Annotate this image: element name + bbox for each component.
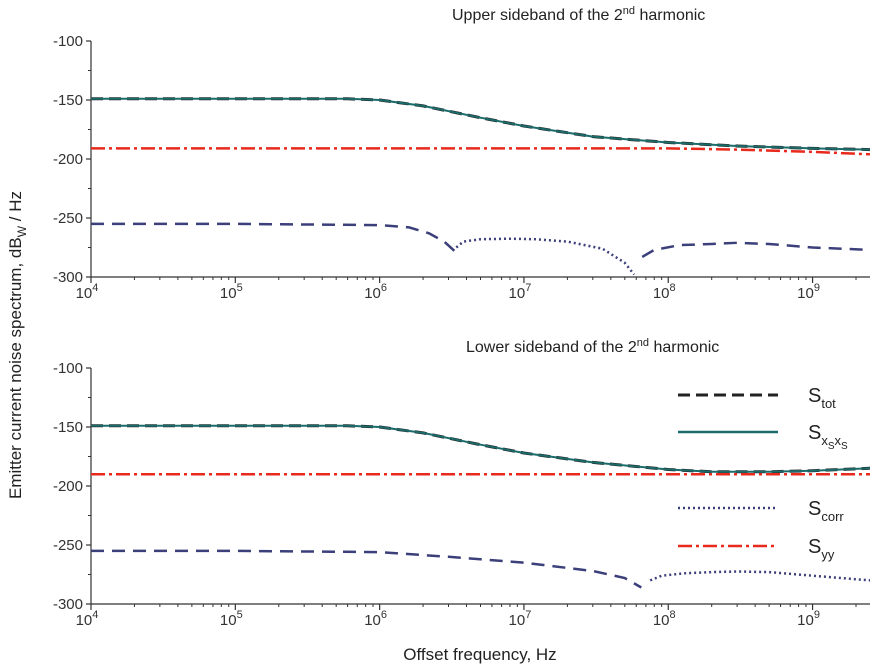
y-tick-label: -100: [53, 360, 83, 377]
x-tick-label: 105: [220, 282, 243, 302]
chart-title: Upper sideband of the 2nd harmonic: [452, 5, 705, 24]
x-tick-label: 107: [509, 609, 532, 629]
y-axis-label-subscript: W: [15, 225, 29, 237]
legend-label-main: S: [808, 422, 821, 444]
x-tick-label-exponent: 6: [381, 609, 387, 621]
y-tick-label: -300: [53, 269, 83, 286]
chart-panel-1: Upper sideband of the 2nd harmonic -100 -1…: [53, 5, 870, 302]
y-axis-label: Emitter current noise spectrum, dBW / Hz: [6, 191, 29, 499]
legend-label-s-tot: Stot: [808, 385, 836, 411]
x-tick-label-exponent: 8: [670, 609, 676, 621]
y-axis-label-unit: / Hz: [6, 191, 25, 226]
x-tick-label: 104: [76, 282, 99, 302]
series-s-xsxs: [91, 424, 870, 473]
chart-panel-2: Lower sideband of the 2nd harmonic -100 -1…: [53, 337, 870, 629]
series-s-xsxs: [91, 97, 870, 151]
x-tick-label: 109: [797, 282, 820, 302]
legend-label-subscript-2: x: [835, 433, 842, 448]
x-tick-label-base: 10: [509, 285, 526, 302]
x-tick-label: 107: [509, 282, 532, 302]
chart-title-text: Lower sideband of the 2: [466, 339, 637, 356]
x-tick-label-base: 10: [797, 612, 814, 629]
y-tick-label: -150: [53, 419, 83, 436]
series-s-corr-dash: [91, 549, 642, 589]
series-s-corr-dash-a: [91, 222, 456, 252]
y-tick-label: -250: [53, 537, 83, 554]
x-tick-label: 106: [364, 609, 387, 629]
legend-label-subscript: yy: [821, 547, 835, 562]
y-tick-label: -300: [53, 596, 83, 613]
x-tick-label: 105: [220, 609, 243, 629]
x-tick-label-base: 10: [653, 285, 670, 302]
legend-label-subscript: x: [821, 433, 828, 448]
x-tick-label-base: 10: [364, 612, 381, 629]
panels: Upper sideband of the 2nd harmonic-100-1…: [53, 5, 870, 629]
series-s-corr-dot: [649, 570, 870, 582]
legend-label-s-xsxs: SxSxS: [808, 422, 848, 452]
x-tick-label-base: 10: [76, 612, 93, 629]
legend-label-main: S: [808, 385, 821, 407]
series-s-corr-dash-b: [641, 241, 870, 258]
x-tick-label: 108: [653, 609, 676, 629]
x-tick-label-exponent: 8: [670, 282, 676, 294]
chart-title: Lower sideband of the 2nd harmonic: [466, 337, 719, 356]
x-tick-label: 104: [76, 609, 99, 629]
y-axis-label-main: Emitter current noise spectrum, dB: [6, 237, 25, 499]
x-tick-label-base: 10: [653, 612, 670, 629]
x-tick-label: 106: [364, 282, 387, 302]
x-tick-label-exponent: 7: [525, 609, 531, 621]
chart-title-suffix: harmonic: [649, 339, 719, 356]
chart-title-superscript: nd: [637, 337, 649, 349]
series-s-corr-dot: [455, 237, 636, 276]
y-tick-label: -100: [53, 33, 83, 50]
chart-title-suffix: harmonic: [635, 7, 705, 24]
legend-label-main: S: [808, 536, 821, 558]
x-tick-label-base: 10: [220, 285, 237, 302]
x-tick-label-exponent: 4: [92, 609, 98, 621]
x-tick-label-exponent: 9: [814, 282, 820, 294]
x-tick-label-base: 10: [364, 285, 381, 302]
chart-title-superscript: nd: [623, 5, 635, 17]
legend-label-s-corr: Scorr: [808, 498, 844, 524]
x-tick-label-exponent: 6: [381, 282, 387, 294]
x-tick-label: 108: [653, 282, 676, 302]
x-tick-label-exponent: 9: [814, 609, 820, 621]
x-axis-label: Offset frequency, Hz: [403, 645, 556, 664]
x-tick-label-base: 10: [509, 612, 526, 629]
x-tick-label-base: 10: [797, 285, 814, 302]
x-tick-label-exponent: 5: [237, 609, 243, 621]
x-tick-label-exponent: 4: [92, 282, 98, 294]
chart-title-text: Upper sideband of the 2: [452, 7, 623, 24]
legend-label-subscript: tot: [821, 396, 836, 411]
x-tick-label-exponent: 7: [525, 282, 531, 294]
series-s-yy: [91, 147, 870, 156]
y-tick-label: -200: [53, 478, 83, 495]
x-tick-label: 109: [797, 609, 820, 629]
y-tick-label: -250: [53, 210, 83, 227]
x-tick-label-exponent: 5: [237, 282, 243, 294]
legend-label-s-yy: Syy: [808, 536, 835, 562]
y-tick-label: -150: [53, 92, 83, 109]
y-tick-label: -200: [53, 151, 83, 168]
series-s-tot: [91, 97, 870, 152]
legend-label-subsubscript: S: [828, 441, 835, 452]
x-tick-label-base: 10: [220, 612, 237, 629]
legend-label-main: S: [808, 498, 821, 520]
legend-label-subsubscript-2: S: [841, 441, 848, 452]
x-tick-label-base: 10: [76, 285, 93, 302]
legend-label-subscript: corr: [821, 509, 844, 524]
